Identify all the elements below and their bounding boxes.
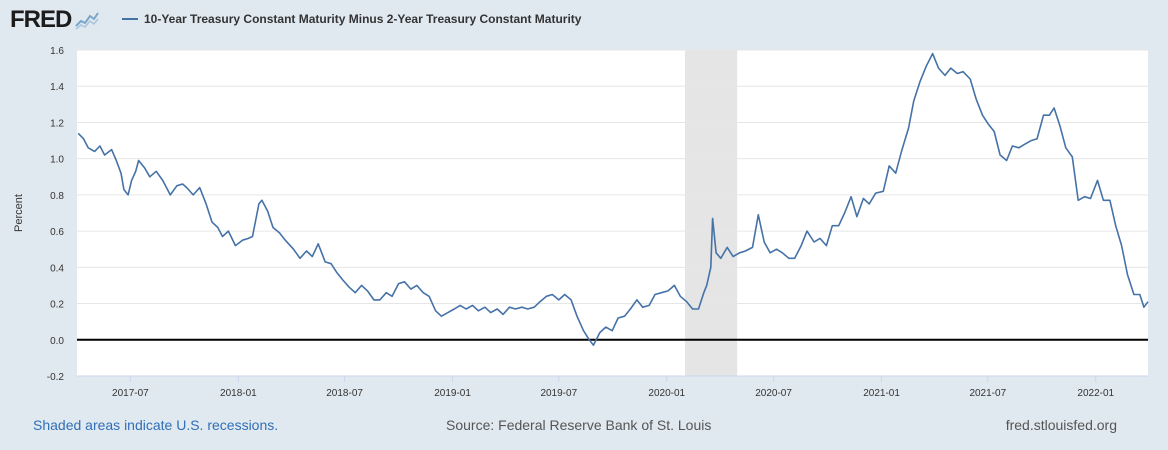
- y-tick-label: 0.2: [50, 300, 64, 311]
- plot-background: [77, 50, 1148, 376]
- x-tick-label: 2017-07: [112, 388, 149, 399]
- chart-header: FRED 10-Year Treasury Constant Maturity …: [0, 0, 1168, 40]
- site-link[interactable]: fred.stlouisfed.org: [1005, 417, 1117, 433]
- y-tick-label: 0.6: [50, 227, 64, 238]
- source-text: Source: Federal Reserve Bank of St. Loui…: [446, 417, 712, 433]
- chart-area: -0.2 0.0 0.2 0.4 0.6 0.8 1.0 1.2 1.4 1.6 2017-07 20…: [0, 38, 1168, 408]
- y-tick-label: 1.4: [50, 82, 64, 93]
- chart-legend: 10-Year Treasury Constant Maturity Minus…: [122, 12, 581, 26]
- x-tick-label: 2018-07: [326, 388, 363, 399]
- x-tick-label: 2019-07: [540, 388, 577, 399]
- line-chart[interactable]: -0.2 0.0 0.2 0.4 0.6 0.8 1.0 1.2 1.4 1.6 2017-07 20…: [0, 38, 1168, 408]
- y-axis-title: Percent: [13, 194, 25, 232]
- y-tick-label: 1.6: [50, 46, 64, 57]
- y-tick-label: -0.2: [47, 372, 65, 383]
- y-tick-label: 0.8: [50, 191, 64, 202]
- fred-logo[interactable]: FRED: [10, 5, 101, 35]
- y-tick-label: 1.0: [50, 155, 64, 166]
- x-tick-label: 2018-01: [220, 388, 257, 399]
- fred-logo-text: FRED: [10, 6, 72, 33]
- chart-footer: Shaded areas indicate U.S. recessions. S…: [0, 415, 1168, 437]
- x-tick-label: 2019-01: [434, 388, 471, 399]
- y-tick-label: 1.2: [50, 118, 64, 129]
- x-tick-label: 2021-07: [969, 388, 1006, 399]
- legend-swatch: [122, 18, 138, 20]
- logo-graph-icon: [74, 10, 101, 30]
- x-tick-label: 2022-01: [1077, 388, 1114, 399]
- x-tick-label: 2020-01: [648, 388, 685, 399]
- recession-note-link[interactable]: Shaded areas indicate U.S. recessions.: [33, 417, 279, 433]
- recession-shade: [684, 50, 738, 376]
- x-tick-label: 2020-07: [755, 388, 792, 399]
- y-tick-label: 0.4: [50, 263, 64, 274]
- y-tick-label: 0.0: [50, 336, 64, 347]
- x-tick-label: 2021-01: [863, 388, 900, 399]
- series-line: [77, 52, 1149, 347]
- legend-label: 10-Year Treasury Constant Maturity Minus…: [144, 12, 582, 26]
